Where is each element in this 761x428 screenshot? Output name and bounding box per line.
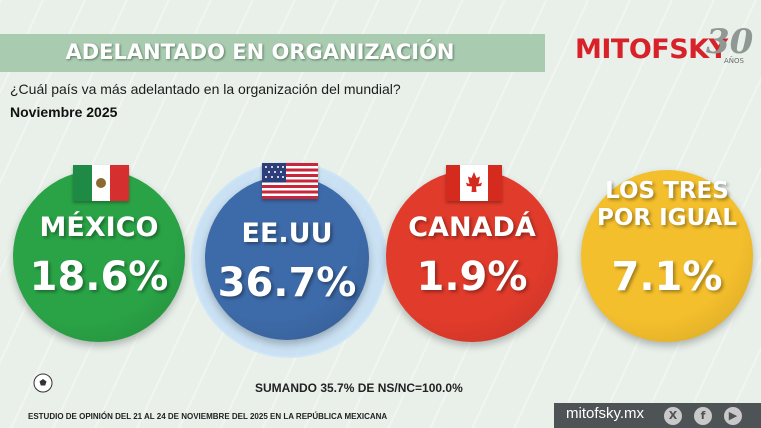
category-label-line: LOS TRES: [605, 178, 729, 204]
anniversary-mark: 30: [706, 22, 754, 62]
category-label-line: CANADÁ: [408, 212, 536, 243]
title-bar: [0, 34, 545, 72]
source-note: ESTUDIO DE OPINIÓN DEL 21 AL 24 DE NOVIE…: [28, 412, 388, 421]
facebook-icon[interactable]: f: [694, 407, 712, 425]
chart-circle: LOS TRES POR IGUAL 7.1%: [581, 170, 753, 342]
value-label: 7.1%: [611, 254, 723, 300]
brand-logo: MITOFSKY: [575, 34, 728, 65]
anniversary-suffix: AÑOS: [724, 57, 744, 65]
chart-circle: CANADÁ 1.9%: [386, 170, 558, 342]
category-label-line: EE.UU: [241, 218, 333, 249]
category-label: LOS TRES POR IGUAL: [581, 178, 753, 232]
value-label: 18.6%: [29, 254, 169, 300]
x-icon[interactable]: X: [664, 407, 682, 425]
value-label: 1.9%: [416, 254, 528, 300]
usa-flag-icon: [262, 163, 318, 199]
category-label: MÉXICO: [13, 212, 185, 243]
category-label-line: POR IGUAL: [597, 205, 737, 231]
soccer-ball-icon: [33, 373, 53, 393]
survey-date: Noviembre 2025: [10, 104, 118, 120]
chart-circle: EE.UU 36.7%: [205, 176, 369, 340]
category-label: CANADÁ: [386, 212, 558, 243]
mexico-flag-icon: [73, 165, 129, 201]
total-note: SUMANDO 35.7% DE NS/NC=100.0%: [255, 381, 463, 395]
page-title: ADELANTADO EN ORGANIZACIÓN: [65, 40, 455, 64]
youtube-icon[interactable]: ▶: [724, 407, 742, 425]
value-label: 36.7%: [217, 260, 357, 306]
canada-flag-icon: [446, 165, 502, 201]
category-label-line: MÉXICO: [39, 212, 159, 243]
question-text: ¿Cuál país va más adelantado en la organ…: [10, 81, 401, 97]
category-label: EE.UU: [205, 218, 369, 249]
website-link[interactable]: mitofsky.mx: [566, 405, 645, 422]
